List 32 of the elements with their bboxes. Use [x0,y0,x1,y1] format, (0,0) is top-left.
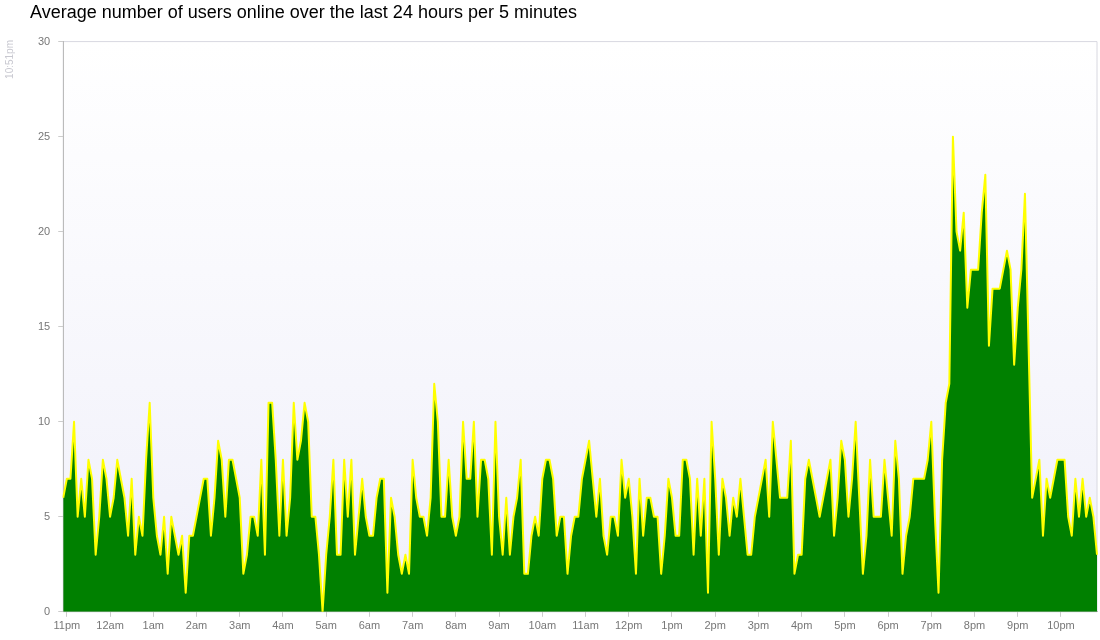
x-tick-label: 4pm [790,619,813,632]
x-tick-label: 12am [96,619,124,632]
x-tick-label: 3pm [747,619,770,632]
x-tick-label: 9am [488,619,510,632]
x-tick-label: 8pm [963,619,986,632]
x-tick-label: 5pm [834,619,856,632]
x-tick-label: 11pm [53,619,81,632]
x-tick-label: 5am [315,619,337,632]
y-tick-label: 25 [37,129,51,142]
y-tick-label: 20 [37,224,51,237]
y-tick-label: 0 [44,604,51,617]
x-tick-label: 2pm [704,619,726,632]
y-tick-label: 15 [37,319,51,332]
x-tick-label: 11am [572,619,599,632]
x-tick-label: 7pm [920,619,943,632]
x-tick-label: 6pm [877,619,899,632]
x-tick-label: 1am [142,619,164,632]
x-tick-label: 9pm [1007,619,1029,632]
x-tick-label: 10pm [1047,619,1075,632]
x-tick-label: 2am [185,619,208,632]
x-tick-label: 6am [358,619,381,632]
x-tick-label: 3am [229,619,251,632]
x-tick-label: 1pm [661,619,683,632]
x-tick-label: 8am [445,619,467,632]
x-tick-label: 12pm [614,619,643,632]
x-tick-label: 4am [272,619,294,632]
y-tick-label: 10 [37,414,51,427]
x-tick-label: 10am [528,619,557,632]
y-tick-label: 5 [44,509,51,522]
chart-title: Average number of users online over the last 24 hours per 5 minutes [30,1,577,22]
y-tick-label: 30 [37,34,51,47]
x-tick-label: 7am [401,619,424,632]
